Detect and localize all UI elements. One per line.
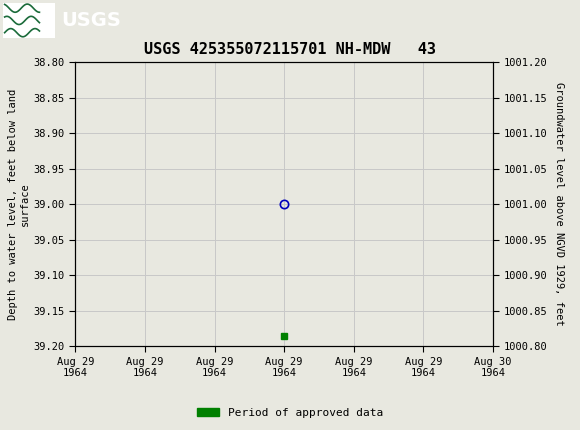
Text: USGS 425355072115701 NH-MDW   43: USGS 425355072115701 NH-MDW 43 [144, 42, 436, 57]
FancyBboxPatch shape [3, 3, 55, 37]
Y-axis label: Depth to water level, feet below land
surface: Depth to water level, feet below land su… [8, 89, 30, 320]
Y-axis label: Groundwater level above NGVD 1929, feet: Groundwater level above NGVD 1929, feet [554, 83, 564, 326]
Text: USGS: USGS [61, 11, 121, 30]
Legend: Period of approved data: Period of approved data [193, 403, 387, 422]
